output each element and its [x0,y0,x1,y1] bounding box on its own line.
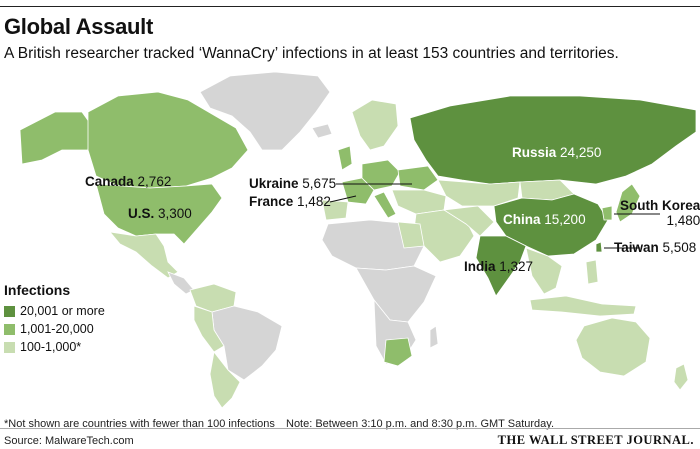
leader-france [329,195,357,203]
region-mexico [109,231,179,279]
legend-item-mid: 1,001-20,000 [4,320,105,338]
world-map [19,71,697,409]
label-south-korea-name: South Korea [620,198,700,213]
region-greenland [199,71,331,151]
label-france-name: France [249,194,294,209]
page-subtitle: A British researcher tracked ‘WannaCry’ … [4,45,619,62]
region-balkans-turkey [391,189,447,215]
region-uk [337,145,353,171]
label-usa-value: 3,300 [158,206,192,221]
region-se-asia [525,247,563,295]
legend-swatch-high [4,305,15,317]
label-taiwan-name: Taiwan [614,240,659,255]
region-philippines [585,259,599,285]
legend-title: Infections [4,282,71,298]
publisher-logo: THE WALL STREET JOURNAL. [497,433,694,447]
label-usa-name: U.S. [128,206,155,221]
top-rule [0,6,700,7]
label-france: France 1,482 [249,194,331,209]
source-credit: Source: MalwareTech.com [4,435,134,447]
label-canada-value: 2,762 [137,174,172,189]
region-canada [87,91,249,189]
label-france-value: 1,482 [297,194,331,209]
region-madagascar [429,325,439,349]
label-ukraine-value: 5,675 [302,176,337,191]
region-central-africa [355,265,437,323]
legend-label-low: 100-1,000* [20,340,82,354]
region-south-africa [383,337,413,367]
label-taiwan-value: 5,508 [662,240,697,255]
region-iberia [321,199,349,221]
region-egypt [397,221,425,249]
region-usa [95,183,223,245]
legend-item-low: 100-1,000* [4,338,105,356]
label-china-name: China [503,212,541,227]
region-scandinavia [351,99,399,151]
label-russia-name: Russia [512,145,557,160]
label-china-value: 15,200 [544,212,586,227]
region-iran [442,205,495,237]
region-argentina-chile [209,351,241,409]
region-india [475,235,527,297]
legend-label-mid: 1,001-20,000 [20,322,94,336]
leader-lines [329,183,660,249]
label-india-name: India [464,259,496,274]
region-kazakhstan [437,179,521,207]
legend-swatch-low [4,341,15,353]
region-iceland [311,123,333,139]
region-indonesia [529,295,637,317]
region-taiwan [595,241,603,253]
time-note: Note: Between 3:10 p.m. and 8:30 p.m. GM… [286,418,555,430]
region-australia [575,317,651,377]
region-new-zealand [673,363,689,391]
region-italy [373,191,397,219]
region-russia [409,95,697,185]
label-russia-value: 24,250 [560,145,602,160]
region-alaska [19,111,93,165]
label-india: India 1,327 [464,259,533,274]
label-usa: U.S. 3,300 [128,206,192,221]
label-canada-name: Canada [85,174,134,189]
footnote: *Not shown are countries with fewer than… [4,418,275,430]
region-central-america [167,271,195,295]
label-south-korea: South Korea 1,480 [620,198,700,228]
label-russia: Russia 24,250 [512,145,601,160]
region-ukraine [397,165,439,191]
label-taiwan: Taiwan 5,508 [614,240,696,255]
page-title: Global Assault [4,14,154,39]
label-ukraine-name: Ukraine [249,176,299,191]
label-canada: Canada 2,762 [85,174,171,189]
legend-item-high: 20,001 or more [4,302,105,320]
label-china: China 15,200 [503,212,586,227]
region-south-korea [601,205,613,221]
bottom-rule [0,428,700,429]
label-south-korea-value: 1,480 [666,213,700,228]
region-central-europe [361,159,401,191]
map-legend: Infections 20,001 or more 1,001-20,000 1… [4,282,105,356]
label-india-value: 1,327 [499,259,534,274]
region-peru-bolivia [193,305,225,353]
label-ukraine: Ukraine 5,675 [249,176,336,191]
legend-label-high: 20,001 or more [20,304,105,318]
legend-swatch-mid [4,323,15,335]
